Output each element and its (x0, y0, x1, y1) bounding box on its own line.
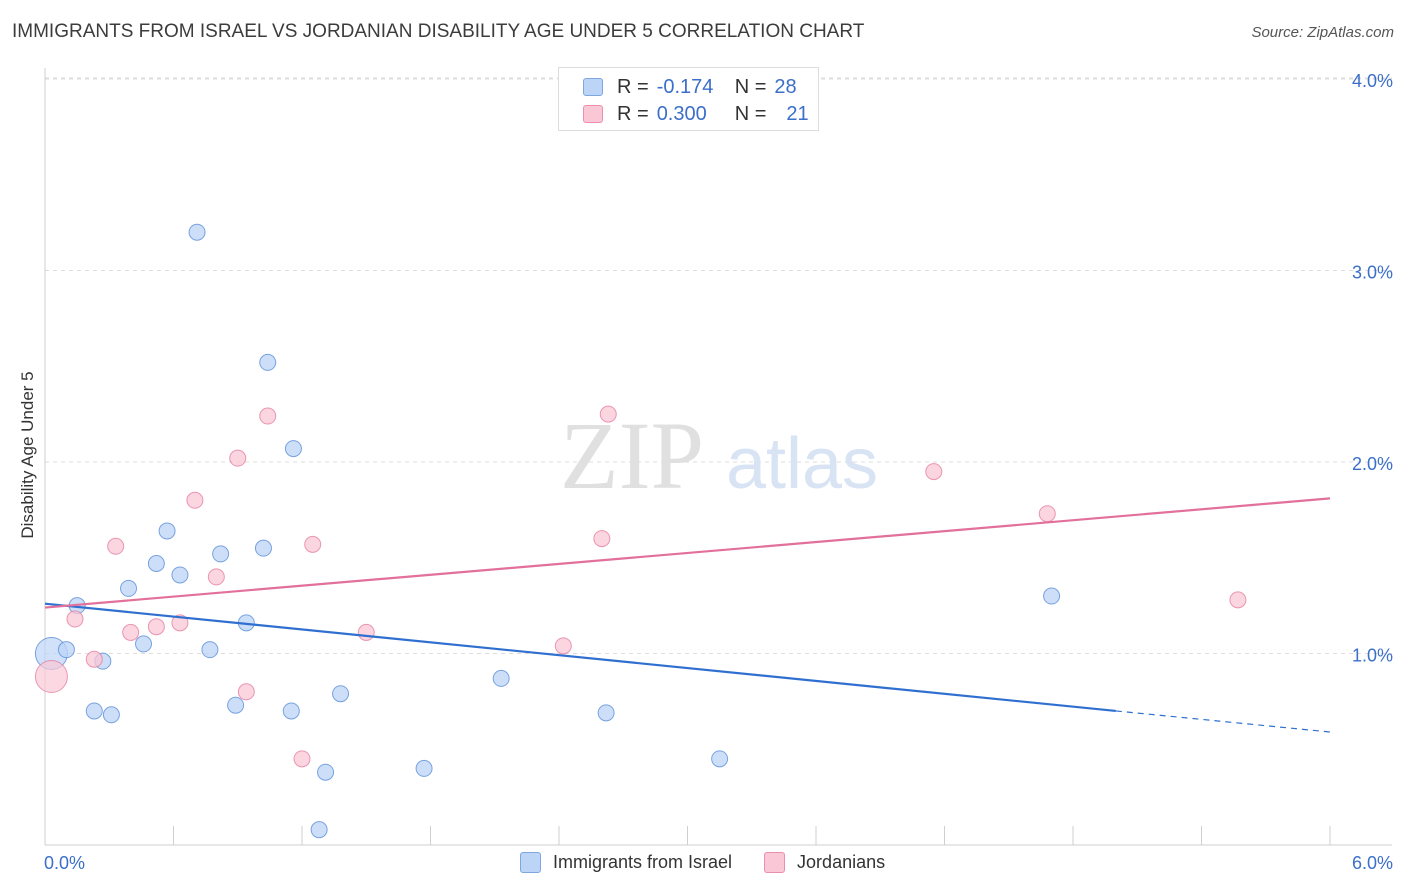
legend-n-label: N = (734, 75, 767, 98)
series-swatch-jordanians (764, 852, 786, 873)
data-point-jordanians (593, 530, 611, 548)
data-point-jordanians (925, 463, 943, 481)
y-tick-label: 3.0% (1352, 263, 1393, 283)
axis-layer (44, 68, 1392, 846)
data-point-israel (259, 353, 277, 371)
data-point-israel (120, 579, 138, 597)
data-point-israel (212, 545, 230, 563)
y-tick-label: 2.0% (1352, 454, 1393, 474)
legend-row-jordanians: R = 0.300 N = 21 (583, 101, 809, 127)
x-tick-label-max: 6.0% (1352, 853, 1393, 873)
trend-layer (44, 497, 1331, 733)
legend-n-label: N = (734, 102, 767, 125)
data-point-jordanians (357, 623, 375, 641)
series-swatch-israel (520, 852, 541, 873)
data-point-jordanians (554, 637, 572, 655)
data-point-jordanians (85, 650, 103, 668)
trend-line-israel-extension (1115, 710, 1331, 733)
points-layer (34, 223, 1247, 839)
data-point-israel (85, 702, 103, 720)
data-point-israel (711, 750, 729, 768)
data-point-israel (282, 702, 300, 720)
data-point-israel (415, 759, 433, 777)
data-point-jordanians (237, 683, 255, 701)
legend-swatch-israel (583, 78, 603, 96)
data-point-jordanians (229, 449, 247, 467)
data-point-jordanians (259, 407, 277, 425)
legend-r-label: R = (617, 102, 649, 125)
data-point-jordanians (34, 659, 68, 693)
series-legend-israel: Immigrants from Israel (520, 852, 732, 873)
legend-n-value-israel: 28 (774, 75, 797, 98)
data-point-israel (227, 696, 245, 714)
x-tick-label-min: 0.0% (44, 853, 85, 873)
data-point-israel (188, 223, 206, 241)
correlation-legend: R = -0.174 N = 28 R = 0.300 N = 21 (558, 67, 819, 131)
source-label: Source: ZipAtlas.com (1251, 24, 1394, 41)
series-name-jordanians: Jordanians (797, 852, 886, 872)
chart-title: IMMIGRANTS FROM ISRAEL VS JORDANIAN DISA… (12, 21, 865, 42)
data-point-jordanians (122, 623, 140, 641)
legend-swatch-jordanians (583, 105, 603, 123)
data-point-jordanians (66, 610, 84, 628)
data-point-jordanians (207, 568, 225, 586)
data-point-israel (135, 635, 153, 653)
data-point-jordanians (293, 750, 311, 768)
legend-r-value-israel: -0.174 (656, 75, 714, 98)
legend-row-israel: R = -0.174 N = 28 (583, 74, 797, 100)
tick-label-layer: 1.0% 2.0% 3.0% 4.0% 0.0% 6.0% (44, 71, 1393, 873)
series-legend: Immigrants from Israel Jordanians (520, 852, 917, 873)
data-point-jordanians (1038, 505, 1056, 523)
data-point-israel (597, 704, 615, 722)
data-point-israel (171, 566, 189, 584)
series-name-israel: Immigrants from Israel (553, 852, 733, 872)
data-point-israel (310, 821, 328, 839)
data-point-israel (201, 641, 219, 659)
data-point-jordanians (147, 618, 165, 636)
data-point-jordanians (304, 535, 322, 553)
legend-r-value-jordanians: 0.300 (656, 102, 707, 125)
data-point-israel (317, 763, 335, 781)
trend-line-israel (44, 602, 1116, 713)
data-point-israel (57, 641, 75, 659)
data-point-israel (102, 706, 120, 724)
data-point-jordanians (1229, 591, 1247, 609)
data-point-israel (158, 522, 176, 540)
data-point-israel (1043, 587, 1061, 605)
trend-line-jordanians (44, 497, 1331, 609)
data-point-israel (147, 554, 165, 572)
data-point-jordanians (186, 491, 204, 509)
series-legend-jordanians: Jordanians (764, 852, 885, 873)
y-tick-label: 1.0% (1352, 646, 1393, 666)
legend-r-label: R = (617, 75, 649, 98)
data-point-jordanians (171, 614, 189, 632)
legend-n-value-jordanians: 21 (786, 102, 809, 125)
data-point-jordanians (599, 405, 617, 423)
data-point-jordanians (107, 537, 125, 555)
watermark: ZIP atlas (560, 402, 878, 509)
data-point-israel (284, 440, 302, 458)
watermark-zip: ZIP (560, 402, 704, 509)
watermark-atlas: atlas (726, 424, 878, 504)
y-tick-label: 4.0% (1352, 71, 1393, 91)
data-point-israel (332, 685, 350, 703)
data-point-israel (254, 539, 272, 557)
grid-layer (45, 77, 1392, 654)
data-point-israel (492, 669, 510, 687)
